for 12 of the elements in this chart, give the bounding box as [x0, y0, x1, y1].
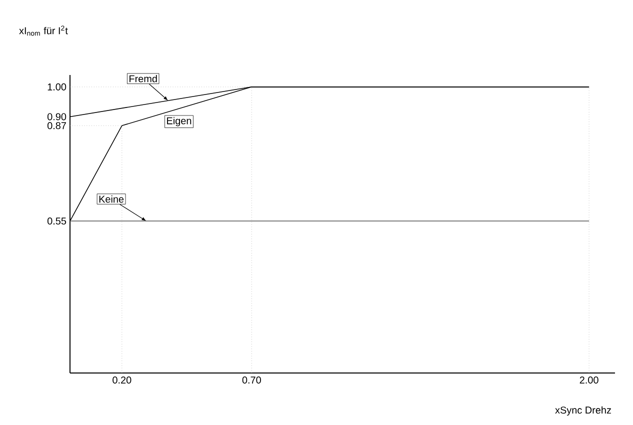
y-tick-label: 0.87	[47, 122, 66, 130]
y-tick-label: 0.90	[47, 113, 66, 120]
series-label: Eigen	[167, 116, 192, 126]
x-tick-label: 0.70	[242, 376, 261, 384]
x-axis-title: xSync Drehz	[555, 406, 611, 416]
y-tick-label: 0.55	[47, 217, 66, 225]
text: Fremd	[130, 74, 157, 82]
series-label: Keine	[99, 195, 124, 203]
x-tick-label: 2.00	[580, 376, 598, 384]
x-tick-label: 0.20	[112, 376, 132, 384]
y-axis-title: xI$_{nom}$ für I$^{2}$t	[19, 26, 68, 36]
y-tick-label: 1.00	[48, 83, 66, 90]
